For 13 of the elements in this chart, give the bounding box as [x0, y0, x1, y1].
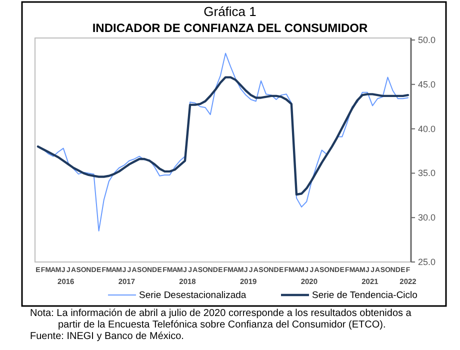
chart-subtitle: INDICADOR DE CONFIANZA DEL CONSUMIDOR	[92, 21, 368, 35]
y-tick-label: 35.0	[418, 168, 436, 178]
y-tick-label: 30.0	[418, 212, 436, 223]
legend-label: Serie de Tendencia-Ciclo	[312, 290, 418, 301]
text: Nota: La información de abril a julio de 2020 corresponde a los resultados obtenidos a partir de la Encuesta Telefónica sobre Confianza del Consumidor (ETCO).	[30, 308, 412, 330]
y-tick-label: 40.0	[418, 124, 436, 134]
y-tick-label: 45.0	[418, 79, 436, 90]
line-series	[36, 76, 410, 196]
y-tick-label: 50.0	[418, 35, 436, 45]
y-tick-label: 25.0	[418, 257, 436, 267]
source-note: Fuente: INEGI y Banco de México.	[30, 331, 184, 342]
legend-label: Serie Desestacionalizada	[139, 290, 247, 301]
chart-title: Gráfica 1	[204, 4, 256, 19]
